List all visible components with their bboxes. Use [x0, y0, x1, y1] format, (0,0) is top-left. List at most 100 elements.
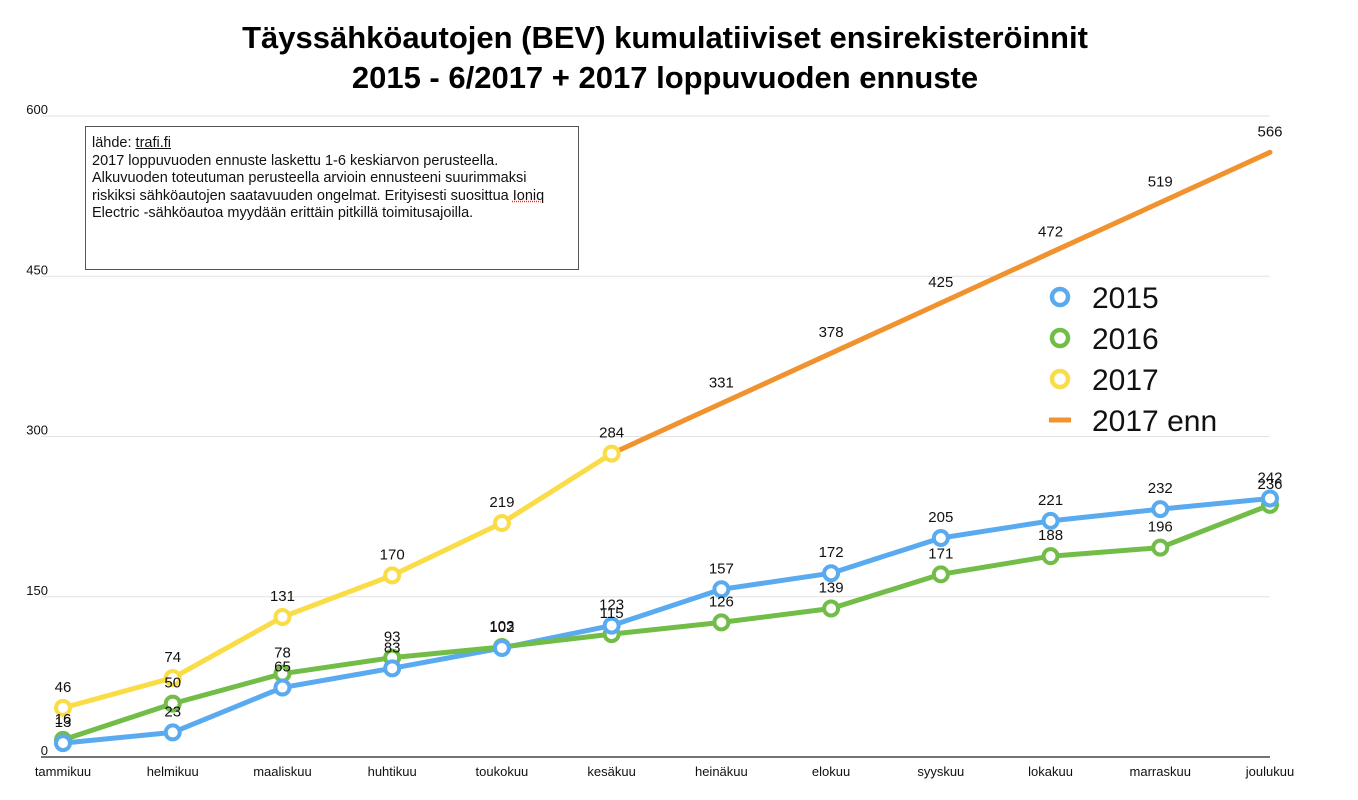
- data-label-2015-toukokuu: 102: [489, 619, 514, 636]
- data-label-2017-enn-elokuu: 378: [819, 324, 844, 341]
- chart-title-line-2: 2015 - 6/2017 + 2017 loppuvuoden ennuste: [351, 60, 979, 95]
- marker-2015-kesäkuu: [602, 616, 621, 635]
- data-label-2015-tammikuu: 13: [55, 714, 72, 731]
- source-note: lähde: trafi.fi 2017 loppuvuoden ennuste…: [85, 126, 579, 270]
- data-label-2017-kesäkuu: 284: [599, 425, 624, 442]
- marker-2017-helmikuu: [163, 668, 182, 687]
- legend-marker-2017: [1049, 368, 1071, 390]
- data-label-2016-maaliskuu: 78: [274, 645, 291, 662]
- marker-2016-lokakuu: [1041, 547, 1060, 566]
- marker-2017-maaliskuu: [273, 608, 292, 627]
- gridlines: [41, 115, 1270, 598]
- legend-label-2017: 2017: [1092, 364, 1159, 397]
- marker-2017-huhtikuu: [383, 566, 402, 585]
- axes: 0 150 300 450 600 tammikuu helmikuu maaliskuu hu…: [26, 102, 1294, 779]
- legend-item-2017: 2017: [1049, 364, 1159, 397]
- x-tick-label-tammikuu: tammikuu: [35, 764, 91, 779]
- data-label-2015-lokakuu: 221: [1038, 492, 1063, 509]
- series-line-2015: [60, 496, 1273, 746]
- data-label-2016-helmikuu: 50: [164, 675, 181, 692]
- x-tick-label-syyskuu: syyskuu: [917, 764, 964, 779]
- x-tick-label-maaliskuu: maaliskuu: [253, 764, 312, 779]
- marker-2015-lokakuu: [1041, 511, 1060, 530]
- data-label-2017-enn-joulukuu: 566: [1257, 123, 1282, 140]
- data-label-2015-huhtikuu: 83: [384, 639, 401, 656]
- y-tick-label-600: 600: [26, 102, 48, 117]
- marker-2015-maaliskuu: [273, 678, 292, 697]
- legend-item-2015: 2015: [1049, 282, 1159, 315]
- data-label-2016-kesäkuu: 115: [600, 605, 624, 622]
- note-text-part-1: 2017 loppuvuoden ennuste laskettu 1-6 ke…: [92, 152, 527, 204]
- series-line-2016: [60, 502, 1273, 743]
- legend-item-2017-enn: 2017 enn: [1049, 405, 1217, 438]
- data-label-2016-lokakuu: 188: [1038, 527, 1063, 544]
- data-label-2015-helmikuu: 23: [164, 703, 181, 720]
- x-tick-label-joulukuu: joulukuu: [1245, 764, 1294, 779]
- legend-marker-2016: [1049, 327, 1071, 349]
- data-label-2017-enn-lokakuu: 472: [1038, 224, 1063, 241]
- y-tick-label-150: 150: [26, 583, 48, 598]
- marker-2017-toukokuu: [492, 514, 511, 533]
- x-tick-label-marraskuu: marraskuu: [1130, 764, 1191, 779]
- marker-2015-tammikuu: [54, 734, 72, 753]
- x-tick-label-elokuu: elokuu: [812, 764, 850, 779]
- marker-2016-syyskuu: [931, 565, 950, 584]
- x-tick-label-kesäkuu: kesäkuu: [587, 764, 635, 779]
- data-label-2015-marraskuu: 232: [1148, 480, 1173, 497]
- data-label-2017-enn-marraskuu: 519: [1148, 174, 1173, 191]
- data-label-2015-joulukuu: 242: [1257, 469, 1282, 486]
- data-label-2017-tammikuu: 46: [55, 679, 72, 696]
- x-tick-label-huhtikuu: huhtikuu: [368, 764, 417, 779]
- data-label-2017-toukokuu: 219: [489, 494, 514, 511]
- data-label-2016-tammikuu: 16: [55, 711, 72, 728]
- y-tick-label-300: 300: [26, 423, 48, 438]
- marker-2017-tammikuu: [54, 698, 72, 717]
- legend-label-2015: 2015: [1092, 282, 1159, 315]
- x-tick-label-helmikuu: helmikuu: [147, 764, 199, 779]
- series-lines: [60, 149, 1273, 746]
- x-tick-label-heinäkuu: heinäkuu: [695, 764, 748, 779]
- y-tick-label-0: 0: [41, 743, 48, 758]
- marker-2015-joulukuu: [1261, 489, 1279, 508]
- source-link[interactable]: trafi.fi: [135, 135, 171, 151]
- marker-2016-helmikuu: [163, 694, 182, 713]
- data-label-2017-helmikuu: 74: [164, 649, 181, 666]
- chart-title-line-1: Täyssähköautojen (BEV) kumulatiiviset en…: [242, 20, 1088, 55]
- note-source-prefix: lähde:: [92, 135, 136, 151]
- legend-item-2016: 2016: [1049, 323, 1159, 356]
- legend-label-2017-enn: 2017 enn: [1092, 405, 1217, 438]
- marker-2015-helmikuu: [163, 723, 182, 742]
- marker-2015-huhtikuu: [383, 659, 402, 678]
- data-label-2016-syyskuu: 171: [928, 545, 953, 562]
- data-label-2015-kesäkuu: 123: [599, 597, 624, 614]
- data-label-2015-maaliskuu: 65: [274, 659, 291, 676]
- y-tick-label-450: 450: [26, 262, 48, 277]
- data-label-2017-enn-heinäkuu: 331: [709, 374, 734, 391]
- data-label-2017-maaliskuu: 131: [270, 588, 295, 605]
- marker-2015-elokuu: [822, 564, 841, 583]
- data-label-2016-toukokuu: 103: [489, 618, 514, 635]
- note-highlight-word: Ioniq: [512, 187, 545, 204]
- data-labels: 13 23 65 83 102 123 157 172 205 221 232 242 16 50 78 93…: [55, 123, 1283, 731]
- data-label-2016-heinäkuu: 126: [709, 593, 734, 610]
- legend-marker-2015: [1049, 286, 1071, 308]
- marker-2016-heinäkuu: [712, 613, 731, 632]
- data-label-2016-elokuu: 139: [819, 580, 844, 597]
- marker-2015-syyskuu: [931, 528, 950, 547]
- data-label-2017-enn-syyskuu: 425: [928, 274, 953, 291]
- series-markers: [54, 444, 1279, 753]
- x-tick-label-lokakuu: lokakuu: [1028, 764, 1073, 779]
- legend: 2015 2016 2017 2017 enn: [1049, 282, 1217, 438]
- marker-2017-kesäkuu: [602, 444, 621, 463]
- marker-2016-marraskuu: [1151, 538, 1170, 557]
- data-label-2015-heinäkuu: 157: [709, 560, 734, 577]
- series-line-2017: [60, 451, 615, 711]
- data-label-2016-joulukuu: 236: [1257, 476, 1282, 493]
- data-label-2016-marraskuu: 196: [1148, 519, 1173, 536]
- marker-2016-elokuu: [822, 599, 841, 618]
- note-text-part-2: Electric -sähköautoa myydään erittäin pi…: [92, 205, 474, 221]
- data-label-2017-huhtikuu: 170: [380, 546, 405, 563]
- data-label-2015-elokuu: 172: [819, 544, 844, 561]
- marker-2015-heinäkuu: [712, 580, 731, 599]
- data-label-2016-huhtikuu: 93: [384, 629, 401, 646]
